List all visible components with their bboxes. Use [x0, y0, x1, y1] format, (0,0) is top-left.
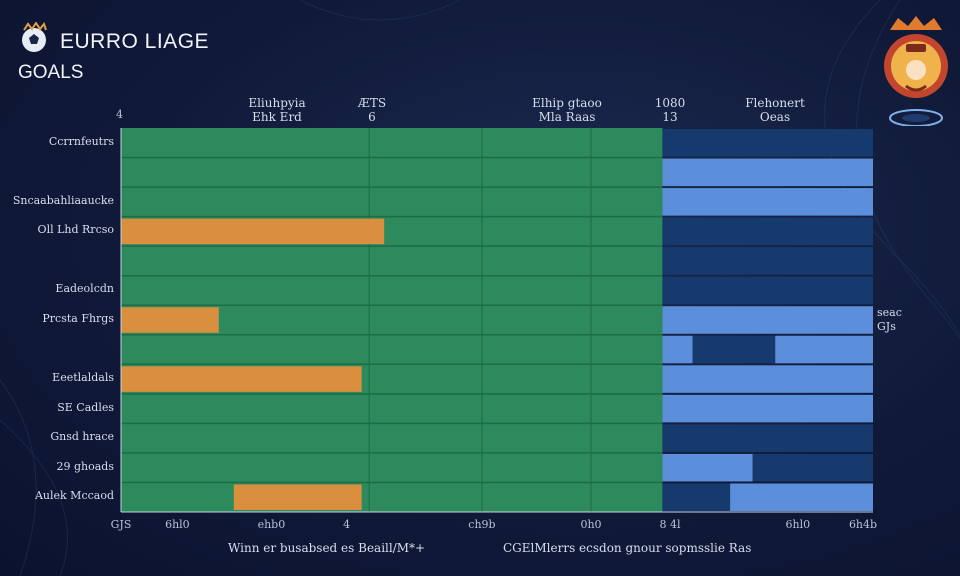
blue-segment-4-0: [662, 247, 873, 275]
goal-bar: [121, 218, 385, 245]
x-tick-label: 0h0: [580, 518, 602, 531]
goal-bar: [121, 366, 362, 392]
right-note: seac GJs: [877, 306, 902, 334]
column-header-3-line1: Elhip gtaoo: [532, 96, 602, 110]
goal-bar: [121, 307, 219, 333]
column-header-5: Flehonert Oeas: [720, 96, 830, 124]
x-tick-label: 6h4b: [848, 518, 878, 531]
blue-segment-7-1: [692, 335, 776, 364]
column-header-1: Eliuhpyia Ehk Erd: [222, 96, 332, 124]
blue-segment-7-0: [662, 335, 693, 364]
row-label: Oll Lhd Rrcso: [37, 223, 114, 237]
blue-segment-0-0: [662, 129, 873, 157]
blue-segment-7-2: [775, 335, 873, 364]
column-header-3: Elhip gtaoo Mla Raas: [512, 96, 622, 124]
goal-bar: [233, 484, 362, 510]
blue-segment-9-0: [662, 394, 873, 423]
column-header-1-line1: Eliuhpyia: [248, 96, 306, 110]
column-header-3-line2: Mla Raas: [538, 110, 596, 124]
row-label: SE Cadles: [57, 400, 114, 414]
x-tick-label: ehb0: [257, 518, 286, 531]
x-tick-label: 6hl0: [785, 518, 811, 531]
blue-segment-3-0: [662, 217, 873, 246]
right-note-line2: GJs: [877, 320, 896, 333]
row-label: Aulek Mccaod: [34, 489, 114, 503]
corner-mark: 4: [116, 108, 123, 121]
blue-segment-2-0: [662, 188, 873, 216]
page-title: EURRO LIAGE: [60, 30, 210, 53]
ball-logo-icon: [22, 22, 47, 52]
column-header-2-line1: ÆTS: [357, 96, 387, 110]
club-crest-icon: [884, 16, 948, 126]
column-header-2-line2: 6: [368, 110, 376, 124]
footer-note-left: Winn er busabsed es Beaill/M*+: [228, 541, 426, 555]
blue-segment-1-0: [662, 158, 873, 187]
x-tick-label: GJS: [110, 518, 132, 531]
column-header-5-line1: Flehonert: [745, 96, 805, 110]
blue-segment-12-0: [662, 483, 731, 511]
blue-segment-12-1: [730, 483, 873, 511]
x-tick-label: ch9b: [468, 518, 496, 531]
blue-segment-10-0: [662, 424, 873, 452]
column-header-4-line1: 1080: [654, 96, 686, 110]
column-header-2: ÆTS 6: [342, 96, 402, 124]
row-label: Sncaabahliaaucke: [12, 193, 114, 207]
column-header-1-line2: Ehk Erd: [252, 110, 302, 124]
x-tick-label: 4: [343, 518, 351, 531]
column-header-4: 1080 13: [640, 96, 700, 124]
blue-segment-11-0: [662, 453, 753, 482]
footer-note-right: CGElMlerrs ecsdon gnour sopmsslie Ras: [503, 541, 752, 555]
row-label: 29 ghoads: [56, 459, 115, 473]
row-label: Eadeolcdn: [55, 282, 114, 296]
blue-segment-6-0: [662, 306, 873, 334]
row-label: Gnsd hrace: [50, 430, 114, 444]
column-header-5-line2: Oeas: [759, 110, 791, 124]
row-label: Prcsta Fhrgs: [42, 312, 114, 325]
x-tick-label: 6hl0: [165, 518, 190, 531]
blue-segment-5-0: [662, 276, 873, 305]
row-label: Eeetlaldals: [52, 371, 114, 385]
right-note-line1: seac: [877, 306, 902, 319]
blue-segment-8-0: [662, 365, 873, 393]
row-label: Ccrrnfeutrs: [48, 134, 114, 148]
x-tick-label: 8 4l: [659, 518, 681, 531]
column-header-4-line2: 13: [662, 110, 678, 124]
blue-segment-11-1: [752, 453, 873, 482]
page-subtitle: GOALS: [18, 62, 84, 83]
